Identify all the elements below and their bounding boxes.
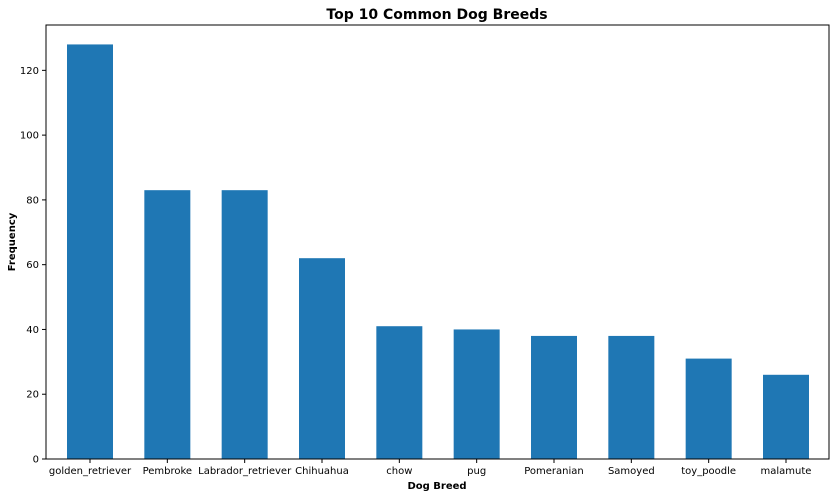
y-tick-label: 80 xyxy=(26,195,39,206)
y-tick-label: 120 xyxy=(20,66,39,77)
x-tick-label: pug xyxy=(467,466,486,477)
x-axis-ticks: golden_retriever Pembroke Labrador_retriev… xyxy=(49,459,812,477)
bar-Chihuahua xyxy=(299,258,345,459)
bar-Pembroke xyxy=(144,190,191,459)
y-tick-label: 40 xyxy=(26,325,39,336)
bar-toy_poodle xyxy=(685,358,732,459)
bar-Samoyed xyxy=(608,335,655,459)
bars-group xyxy=(67,44,809,460)
bar-Pomeranian xyxy=(531,335,577,459)
chart-title: Top 10 Common Dog Breeds xyxy=(326,7,547,23)
x-tick-label: malamute xyxy=(761,466,812,477)
y-tick-label: 60 xyxy=(26,260,39,271)
bar-Labrador_retriever xyxy=(221,190,268,459)
y-tick-label: 0 xyxy=(33,455,39,466)
x-tick-label: Pembroke xyxy=(143,466,193,477)
x-tick-label: Samoyed xyxy=(608,466,655,477)
x-tick-label: Labrador_retriever xyxy=(198,466,292,477)
x-tick-label: toy_poodle xyxy=(681,466,736,477)
x-tick-label: chow xyxy=(386,466,412,477)
bar-golden_retriever xyxy=(67,44,113,460)
bar-malamute xyxy=(763,374,809,459)
x-tick-label: golden_retriever xyxy=(49,466,132,477)
y-tick-label: 20 xyxy=(26,390,39,401)
x-tick-label: Pomeranian xyxy=(524,466,584,477)
y-axis-label: Frequency xyxy=(7,212,18,271)
y-axis-ticks: 0 20 40 60 80 100 120 xyxy=(20,66,46,466)
plot-frame xyxy=(45,24,830,460)
x-axis-label: Dog Breed xyxy=(407,481,466,492)
bar-chow xyxy=(376,326,423,459)
bar-pug xyxy=(453,329,500,459)
y-tick-label: 100 xyxy=(20,131,39,142)
x-tick-label: Chihuahua xyxy=(295,466,349,477)
